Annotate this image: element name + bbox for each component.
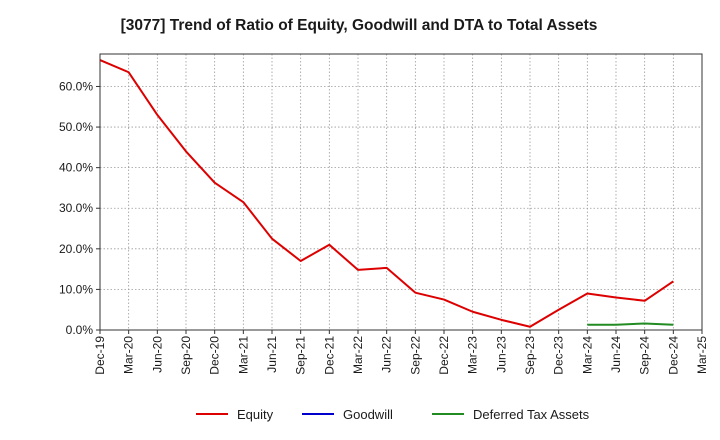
plot-frame [99,53,703,331]
x-tick-label: Mar-20 [122,336,136,374]
series-line-deferred-tax-assets [587,322,674,326]
y-tick-label: 60.0% [59,79,93,93]
x-tick-label: Mar-24 [580,336,594,374]
legend: Equity Goodwill Deferred Tax Assets [196,407,590,422]
legend-label: Equity [237,407,274,422]
y-tick-label: 20.0% [59,242,93,256]
x-tick-label: Sep-20 [179,336,193,375]
y-tick-label: 40.0% [59,161,93,175]
y-tick-label: 0.0% [66,323,94,337]
x-tick-label: Jun-24 [609,336,623,373]
x-tick-label: Dec-23 [552,336,566,375]
x-tick-label: Dec-21 [322,336,336,375]
legend-label: Goodwill [343,407,393,422]
legend-label: Deferred Tax Assets [473,407,590,422]
x-tick-label: Sep-22 [408,336,422,375]
x-tick-label: Jun-20 [150,336,164,373]
x-tick-label: Mar-25 [695,336,709,374]
x-tick-label: Jun-22 [380,336,394,373]
x-tick-label: Mar-23 [466,336,480,374]
x-axis-ticks: Dec-19 Mar-20 Jun-20 Sep-20 Dec-20 Mar-21 Jun-… [93,330,709,375]
x-tick-label: Dec-19 [93,336,107,375]
y-tick-label: 30.0% [59,201,93,215]
x-tick-label: Dec-22 [437,336,451,375]
x-tick-label: Sep-24 [638,336,652,375]
series-lines [99,59,674,328]
x-tick-label: Sep-21 [294,336,308,375]
x-tick-label: Mar-22 [351,336,365,374]
chart-title: [3077] Trend of Ratio of Equity, Goodwil… [121,17,598,34]
y-tick-label: 50.0% [59,120,93,134]
grid [99,54,703,331]
x-tick-label: Jun-23 [494,336,508,373]
y-tick-label: 10.0% [59,282,93,296]
x-tick-label: Jun-21 [265,336,279,373]
y-axis-ticks: 0.0% 10.0% 20.0% 30.0% 40.0% 50.0% 60.0% [59,79,100,337]
x-tick-label: Dec-24 [666,336,680,375]
x-tick-label: Sep-23 [523,336,537,375]
x-tick-label: Dec-20 [208,336,222,375]
series-line-equity [99,59,674,328]
x-tick-label: Mar-21 [236,336,250,374]
